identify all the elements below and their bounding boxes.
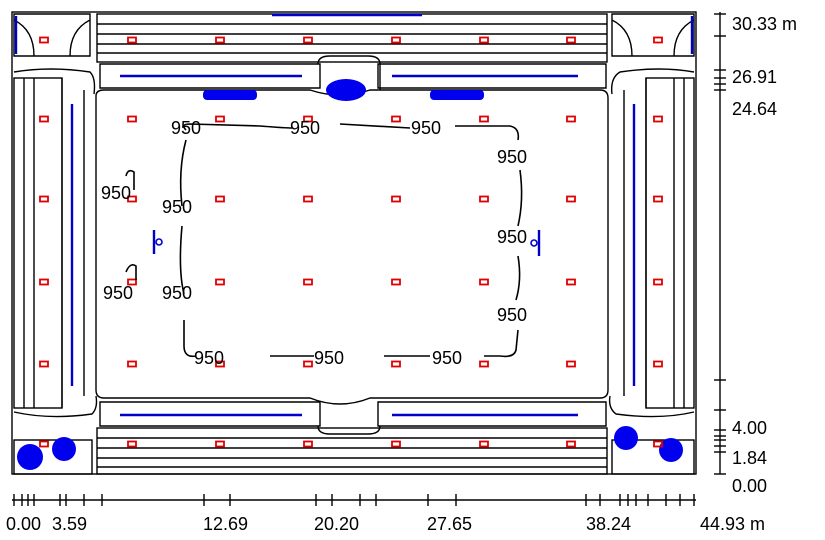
luminaire-marker xyxy=(39,115,49,123)
luminaire-marker xyxy=(39,360,49,368)
isoline-label: 950 xyxy=(497,227,527,247)
isoline-label: 950 xyxy=(162,197,192,217)
luminaire-marker xyxy=(215,440,225,448)
luminaire-marker xyxy=(39,36,49,44)
luminaire-marker xyxy=(653,115,663,123)
luminaire-marker xyxy=(566,195,576,203)
isoline-label: 950 xyxy=(162,283,192,303)
luminaire-marker xyxy=(479,360,489,368)
luminaire-marker xyxy=(479,278,489,286)
luminaire-grid xyxy=(39,36,663,448)
luminaire-marker xyxy=(303,115,313,123)
luminaire-marker xyxy=(127,115,137,123)
luminaire-marker xyxy=(566,440,576,448)
luminaire-marker xyxy=(127,195,137,203)
luminaire-marker xyxy=(566,360,576,368)
x-scale-labels: 0.00 3.59 12.69 20.20 27.65 38.24 44.93 … xyxy=(6,514,765,534)
luminaire-marker xyxy=(391,360,401,368)
luminaire-marker xyxy=(303,440,313,448)
y-label: 26.91 xyxy=(732,67,777,87)
luminaire-marker xyxy=(653,440,663,448)
y-label-bottom: 0.00 xyxy=(732,476,767,496)
luminaire-marker xyxy=(215,195,225,203)
y-scale-labels: 30.33 m 26.91 24.64 4.00 1.84 0.00 xyxy=(732,14,797,496)
luminaire-marker xyxy=(303,195,313,203)
isoline-label: 950 xyxy=(103,283,133,303)
luminaire-marker xyxy=(127,278,137,286)
fixture-blobs xyxy=(17,79,683,470)
luminaire-marker xyxy=(653,195,663,203)
luminaire-marker xyxy=(566,36,576,44)
isoline-label: 950 xyxy=(171,118,201,138)
isoline-labels: 950 950 950 950 950 950 950 950 950 950 … xyxy=(101,118,527,368)
fixtures xyxy=(14,13,694,417)
luminaire-marker xyxy=(479,115,489,123)
luminaire-marker xyxy=(215,360,225,368)
luminaire-marker xyxy=(39,195,49,203)
isoline-label: 950 xyxy=(194,348,224,368)
luminaire-marker xyxy=(479,440,489,448)
luminaire-marker xyxy=(215,278,225,286)
isoline-950 xyxy=(125,123,523,358)
luminaire-marker xyxy=(215,36,225,44)
x-label: 27.65 xyxy=(427,514,472,534)
x-label: 3.59 xyxy=(52,514,87,534)
x-scale xyxy=(12,494,696,506)
luminaire-marker xyxy=(391,195,401,203)
y-label-top: 30.33 m xyxy=(732,14,797,34)
luminaire-marker xyxy=(127,36,137,44)
luminaire-marker xyxy=(127,440,137,448)
x-label: 0.00 xyxy=(6,514,41,534)
luminaire-marker xyxy=(653,36,663,44)
y-label: 1.84 xyxy=(732,448,767,468)
luminaire-marker xyxy=(391,278,401,286)
luminaire-marker xyxy=(566,278,576,286)
luminaire-marker xyxy=(566,115,576,123)
isoline-label: 950 xyxy=(497,147,527,167)
x-label-end: 44.93 m xyxy=(700,514,765,534)
luminaire-marker xyxy=(215,115,225,123)
y-label: 4.00 xyxy=(732,418,767,438)
luminaire-marker xyxy=(391,115,401,123)
hall-outline xyxy=(11,11,697,475)
luminaire-marker xyxy=(303,36,313,44)
isoline-label: 950 xyxy=(101,183,131,203)
luminaire-marker xyxy=(39,440,49,448)
x-label: 12.69 xyxy=(203,514,248,534)
isoline-label: 950 xyxy=(411,118,441,138)
luminaire-marker xyxy=(653,278,663,286)
y-label: 24.64 xyxy=(732,99,777,119)
isoline-label: 950 xyxy=(497,305,527,325)
luminaire-marker xyxy=(479,36,489,44)
luminaire-marker xyxy=(303,278,313,286)
x-label: 38.24 xyxy=(586,514,631,534)
luminaire-marker xyxy=(127,360,137,368)
x-label: 20.20 xyxy=(314,514,359,534)
luminaire-marker xyxy=(653,360,663,368)
luminaire-marker xyxy=(479,195,489,203)
luminaire-marker xyxy=(303,360,313,368)
y-scale xyxy=(714,12,726,475)
isoline-label: 950 xyxy=(290,118,320,138)
luminaire-marker xyxy=(391,440,401,448)
luminaire-marker xyxy=(391,36,401,44)
luminaire-marker xyxy=(39,278,49,286)
isoline-label: 950 xyxy=(314,348,344,368)
isoline-label: 950 xyxy=(432,348,462,368)
